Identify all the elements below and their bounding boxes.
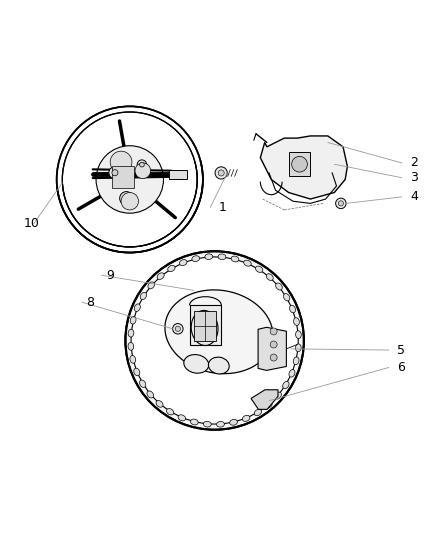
Circle shape (135, 163, 151, 179)
Ellipse shape (184, 354, 209, 373)
Text: 4: 4 (410, 190, 418, 204)
Polygon shape (113, 166, 134, 188)
Polygon shape (190, 305, 221, 345)
Ellipse shape (242, 415, 250, 422)
Text: 10: 10 (24, 217, 40, 230)
Ellipse shape (192, 256, 200, 262)
Polygon shape (289, 152, 311, 176)
Circle shape (270, 328, 277, 335)
Circle shape (96, 146, 163, 213)
Ellipse shape (178, 415, 186, 421)
Circle shape (215, 167, 227, 179)
Ellipse shape (156, 400, 163, 407)
Circle shape (125, 251, 304, 430)
Ellipse shape (265, 401, 272, 408)
Circle shape (110, 151, 132, 173)
Ellipse shape (128, 342, 134, 350)
Ellipse shape (208, 357, 229, 374)
Ellipse shape (191, 419, 198, 425)
Polygon shape (251, 390, 278, 409)
Ellipse shape (283, 294, 290, 301)
Ellipse shape (205, 254, 213, 260)
Ellipse shape (296, 330, 301, 338)
Text: 1: 1 (219, 201, 227, 214)
Ellipse shape (275, 392, 281, 399)
Ellipse shape (218, 254, 226, 260)
Ellipse shape (254, 409, 261, 416)
Circle shape (121, 192, 138, 210)
Ellipse shape (276, 283, 283, 290)
Circle shape (292, 156, 307, 172)
Circle shape (270, 354, 277, 361)
Ellipse shape (289, 369, 295, 377)
Text: 5: 5 (397, 344, 406, 357)
Text: 9: 9 (106, 269, 114, 282)
Ellipse shape (293, 357, 299, 365)
Ellipse shape (266, 274, 273, 280)
Ellipse shape (283, 381, 289, 389)
Ellipse shape (166, 409, 174, 415)
Ellipse shape (255, 266, 263, 272)
Ellipse shape (130, 316, 136, 324)
Ellipse shape (296, 344, 301, 352)
Ellipse shape (180, 260, 187, 265)
Ellipse shape (134, 304, 140, 311)
Text: 3: 3 (410, 171, 418, 184)
Circle shape (338, 201, 343, 206)
Text: 2: 2 (410, 156, 418, 169)
Ellipse shape (148, 282, 155, 289)
Circle shape (218, 170, 224, 176)
Circle shape (270, 341, 277, 348)
Polygon shape (258, 327, 286, 370)
Ellipse shape (217, 422, 224, 427)
Polygon shape (169, 170, 187, 180)
Circle shape (112, 169, 118, 176)
Text: 6: 6 (397, 361, 405, 374)
Circle shape (175, 326, 180, 332)
Ellipse shape (168, 265, 175, 272)
Circle shape (120, 191, 133, 205)
Ellipse shape (244, 260, 251, 266)
Circle shape (140, 162, 144, 167)
Ellipse shape (165, 290, 273, 374)
Circle shape (336, 198, 346, 208)
Ellipse shape (130, 356, 136, 364)
Circle shape (131, 257, 298, 424)
Ellipse shape (191, 310, 218, 345)
Circle shape (137, 160, 147, 169)
Circle shape (173, 324, 183, 334)
Circle shape (62, 112, 197, 247)
Ellipse shape (128, 329, 134, 337)
Text: 8: 8 (86, 296, 94, 309)
Ellipse shape (140, 292, 147, 300)
Ellipse shape (134, 368, 140, 376)
Ellipse shape (290, 305, 296, 313)
Circle shape (109, 167, 121, 179)
Ellipse shape (139, 380, 146, 387)
Circle shape (57, 107, 202, 252)
Polygon shape (260, 136, 347, 199)
Ellipse shape (230, 419, 237, 425)
Ellipse shape (293, 318, 300, 326)
Polygon shape (194, 311, 215, 341)
Ellipse shape (231, 256, 239, 262)
Ellipse shape (147, 391, 154, 398)
Ellipse shape (203, 421, 211, 427)
Ellipse shape (157, 273, 164, 279)
